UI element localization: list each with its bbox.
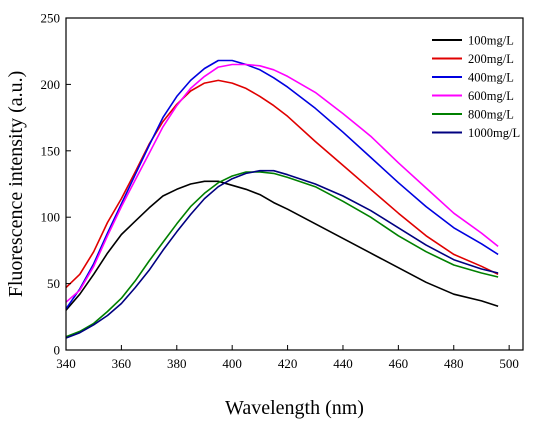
x-tick-label: 380 (167, 356, 187, 371)
x-tick-label: 420 (278, 356, 298, 371)
x-tick-label: 340 (56, 356, 76, 371)
legend-label-1: 200mg/L (468, 52, 514, 66)
plot-frame (65, 17, 524, 351)
y-tick-label: 100 (41, 210, 61, 225)
x-axis-ticks: 340 360 380 400 420 440 460 480 500 (56, 345, 519, 371)
y-axis-ticks: 0 50 100 150 200 250 (41, 11, 71, 358)
y-tick-label: 200 (41, 77, 61, 92)
x-tick-label: 440 (333, 356, 353, 371)
series-line-2 (65, 59, 499, 310)
series-line-5 (65, 169, 499, 339)
series-line-3 (65, 63, 499, 303)
y-axis-title: Fluorescence intensity (a.u.) (5, 71, 27, 298)
y-tick-label: 0 (54, 343, 61, 358)
y-tick-label: 250 (41, 11, 61, 26)
x-tick-label: 480 (444, 356, 464, 371)
x-tick-label: 500 (499, 356, 519, 371)
x-tick-label: 360 (112, 356, 132, 371)
legend: 100mg/L 200mg/L 400mg/L 600mg/L 800mg/L 1000m… (432, 34, 520, 140)
plot-series-group (65, 59, 499, 339)
legend-label-4: 800mg/L (468, 108, 514, 122)
legend-label-5: 1000mg/L (468, 126, 520, 140)
legend-label-2: 400mg/L (468, 71, 514, 85)
x-axis-title: Wavelength (nm) (225, 397, 364, 419)
legend-label-0: 100mg/L (468, 34, 514, 48)
legend-label-3: 600mg/L (468, 89, 514, 103)
series-line-0 (65, 180, 499, 311)
x-tick-label: 460 (389, 356, 409, 371)
series-line-1 (65, 79, 499, 289)
x-tick-label: 400 (222, 356, 242, 371)
y-tick-label: 150 (41, 143, 61, 158)
series-line-4 (65, 171, 499, 338)
y-tick-label: 50 (47, 276, 60, 291)
